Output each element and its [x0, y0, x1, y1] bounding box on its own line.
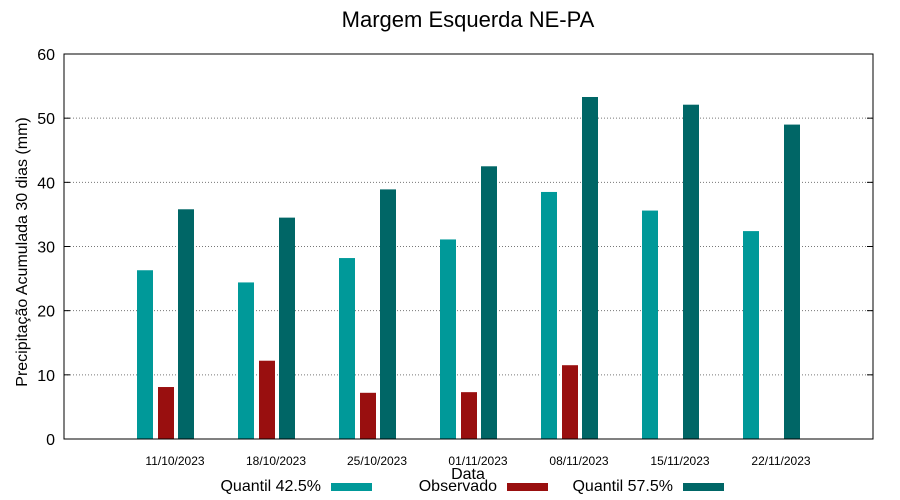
bar-quantil-42-5--4: [541, 191, 557, 439]
bar-quantil-42-5--6: [743, 231, 759, 439]
bar-quantil-57-5--3: [481, 166, 497, 439]
bar-quantil-57-5--1: [279, 217, 295, 439]
x-axis-label: Data: [451, 466, 485, 483]
bar-quantil-42-5--5: [642, 210, 658, 439]
y-tick-label: 20: [37, 304, 55, 321]
bar-quantil-42-5--1: [238, 282, 254, 439]
bar-observado-3: [461, 392, 477, 439]
chart-title: Margem Esquerda NE-PA: [342, 7, 595, 32]
x-tick-label: 22/11/2023: [751, 454, 810, 468]
bar-observado-1: [259, 360, 275, 439]
bar-quantil-42-5--0: [137, 270, 153, 439]
y-tick-label: 50: [37, 111, 55, 128]
legend-swatch: [507, 483, 548, 491]
axis-ticks: 0 10 20 30 40 50 60 11/10/2023 18/10/2023 25/10/2…: [37, 47, 873, 468]
legend-label: Quantil 42.5%: [220, 478, 321, 495]
y-tick-label: 60: [37, 47, 55, 64]
y-tick-label: 10: [37, 368, 55, 385]
bar-quantil-57-5--6: [784, 124, 800, 439]
bar-observado-0: [158, 387, 174, 439]
bar-quantil-57-5--0: [178, 209, 194, 439]
x-tick-label: 15/11/2023: [650, 454, 709, 468]
legend-swatch: [331, 483, 372, 491]
x-tick-label: 01/11/2023: [448, 454, 507, 468]
legend-swatch: [683, 483, 724, 491]
y-tick-label: 0: [46, 432, 55, 449]
x-tick-label: 18/10/2023: [246, 454, 306, 468]
bar-quantil-57-5--2: [380, 189, 396, 439]
y-tick-label: 40: [37, 175, 55, 192]
bar-quantil-57-5--4: [582, 96, 598, 439]
bar-quantil-42-5--2: [339, 258, 355, 439]
x-tick-label: 08/11/2023: [549, 454, 608, 468]
y-axis-label: Precipitação Acumulada 30 dias (mm): [14, 117, 31, 386]
x-tick-label: 11/10/2023: [145, 454, 204, 468]
bar-quantil-57-5--5: [683, 104, 699, 440]
bars: [137, 96, 800, 440]
legend-label: Observado: [419, 478, 497, 495]
y-tick-label: 30: [37, 240, 55, 257]
plot-frame: [63, 53, 874, 440]
bar-quantil-42-5--3: [440, 239, 456, 439]
bar-observado-4: [562, 365, 578, 439]
bar-observado-2: [360, 392, 376, 439]
x-tick-label: 25/10/2023: [347, 454, 407, 468]
legend: Quantil 42.5% Observado Quantil 57.5%: [220, 478, 724, 495]
legend-label: Quantil 57.5%: [572, 478, 673, 495]
